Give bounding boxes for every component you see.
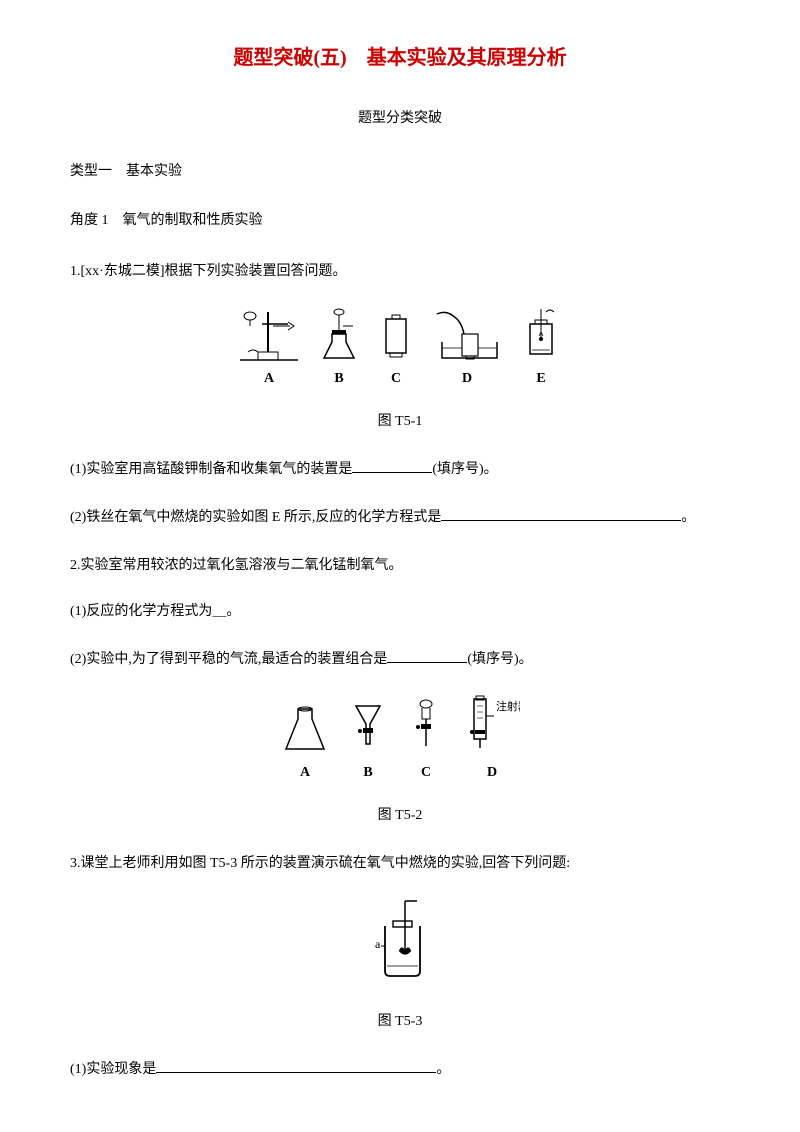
q1-sub1-post: (填序号)。 (432, 462, 497, 477)
question-3-stem: 3.课堂上老师利用如图 T5-3 所示的装置演示硫在氧气中燃烧的实验,回答下列问… (70, 850, 730, 878)
q1-sub1-pre: (1)实验室用高锰酸钾制备和收集氧气的装置是 (70, 462, 352, 477)
question-2-stem: 2.实验室常用较浓的过氧化氢溶液与二氧化锰制氧气。 (70, 552, 730, 580)
apparatus-2c-icon (406, 694, 446, 756)
question-1-stem: 1.[xx·东城二模]根据下列实验装置回答问题。 (70, 258, 730, 286)
apparatus-a-icon (238, 304, 300, 362)
q3-sub1: (1)实验现象是 。 (70, 1056, 730, 1084)
figure-t5-2-caption: 图 T5-2 (70, 803, 730, 828)
blank-field (387, 647, 467, 663)
label-c: C (391, 366, 401, 391)
q1-sub1: (1)实验室用高锰酸钾制备和收集氧气的装置是 (填序号)。 (70, 456, 730, 484)
page-subtitle: 题型分类突破 (70, 106, 730, 131)
label-a-text: a (375, 937, 381, 951)
q3-sub1-pre: (1)实验现象是 (70, 1062, 156, 1077)
apparatus-2d-icon: 注射器 (464, 694, 520, 756)
apparatus-d-icon (432, 304, 502, 362)
q3-sub1-post: 。 (436, 1062, 450, 1077)
apparatus-c-icon (378, 304, 414, 362)
q1-sub2-pre: (2)铁丝在氧气中燃烧的实验如图 E 所示,反应的化学方程式是 (70, 510, 441, 525)
apparatus-2b-icon (348, 694, 388, 756)
blank-field (156, 1057, 436, 1073)
label-b: B (334, 366, 343, 391)
label-2c: C (421, 760, 431, 785)
figure-t5-2: A B C (70, 694, 730, 785)
label-2a: A (300, 760, 310, 785)
label-e: E (536, 366, 545, 391)
figure-t5-1: A B C (70, 304, 730, 391)
apparatus-e-icon (520, 304, 562, 362)
label-d: D (462, 366, 472, 391)
page-title: 题型突破(五) 基本实验及其原理分析 (70, 40, 730, 76)
q2-sub2-pre: (2)实验中,为了得到平稳的气流,最适合的装置组合是 (70, 652, 387, 667)
label-2d: D (487, 760, 497, 785)
annotation-text: 注射器 (496, 699, 520, 713)
q2-sub2-post: (填序号)。 (467, 652, 532, 667)
figure-t5-3-caption: 图 T5-3 (70, 1009, 730, 1034)
apparatus-3-icon: a (365, 896, 435, 981)
angle-heading-1: 角度 1 氧气的制取和性质实验 (70, 208, 730, 233)
section-heading-1: 类型一 基本实验 (70, 159, 730, 184)
figure-t5-3: a (70, 896, 730, 990)
blank-field (441, 505, 681, 521)
q1-sub2: (2)铁丝在氧气中燃烧的实验如图 E 所示,反应的化学方程式是 。 (70, 504, 730, 532)
apparatus-b-icon (318, 304, 360, 362)
apparatus-2a-icon (280, 694, 330, 756)
label-a: A (264, 366, 274, 391)
q2-sub2: (2)实验中,为了得到平稳的气流,最适合的装置组合是 (填序号)。 (70, 646, 730, 674)
label-2b: B (363, 760, 372, 785)
figure-t5-1-caption: 图 T5-1 (70, 409, 730, 434)
q1-sub2-post: 。 (681, 510, 695, 525)
q2-sub1: (1)反应的化学方程式为＿。 (70, 598, 730, 626)
blank-field (352, 457, 432, 473)
